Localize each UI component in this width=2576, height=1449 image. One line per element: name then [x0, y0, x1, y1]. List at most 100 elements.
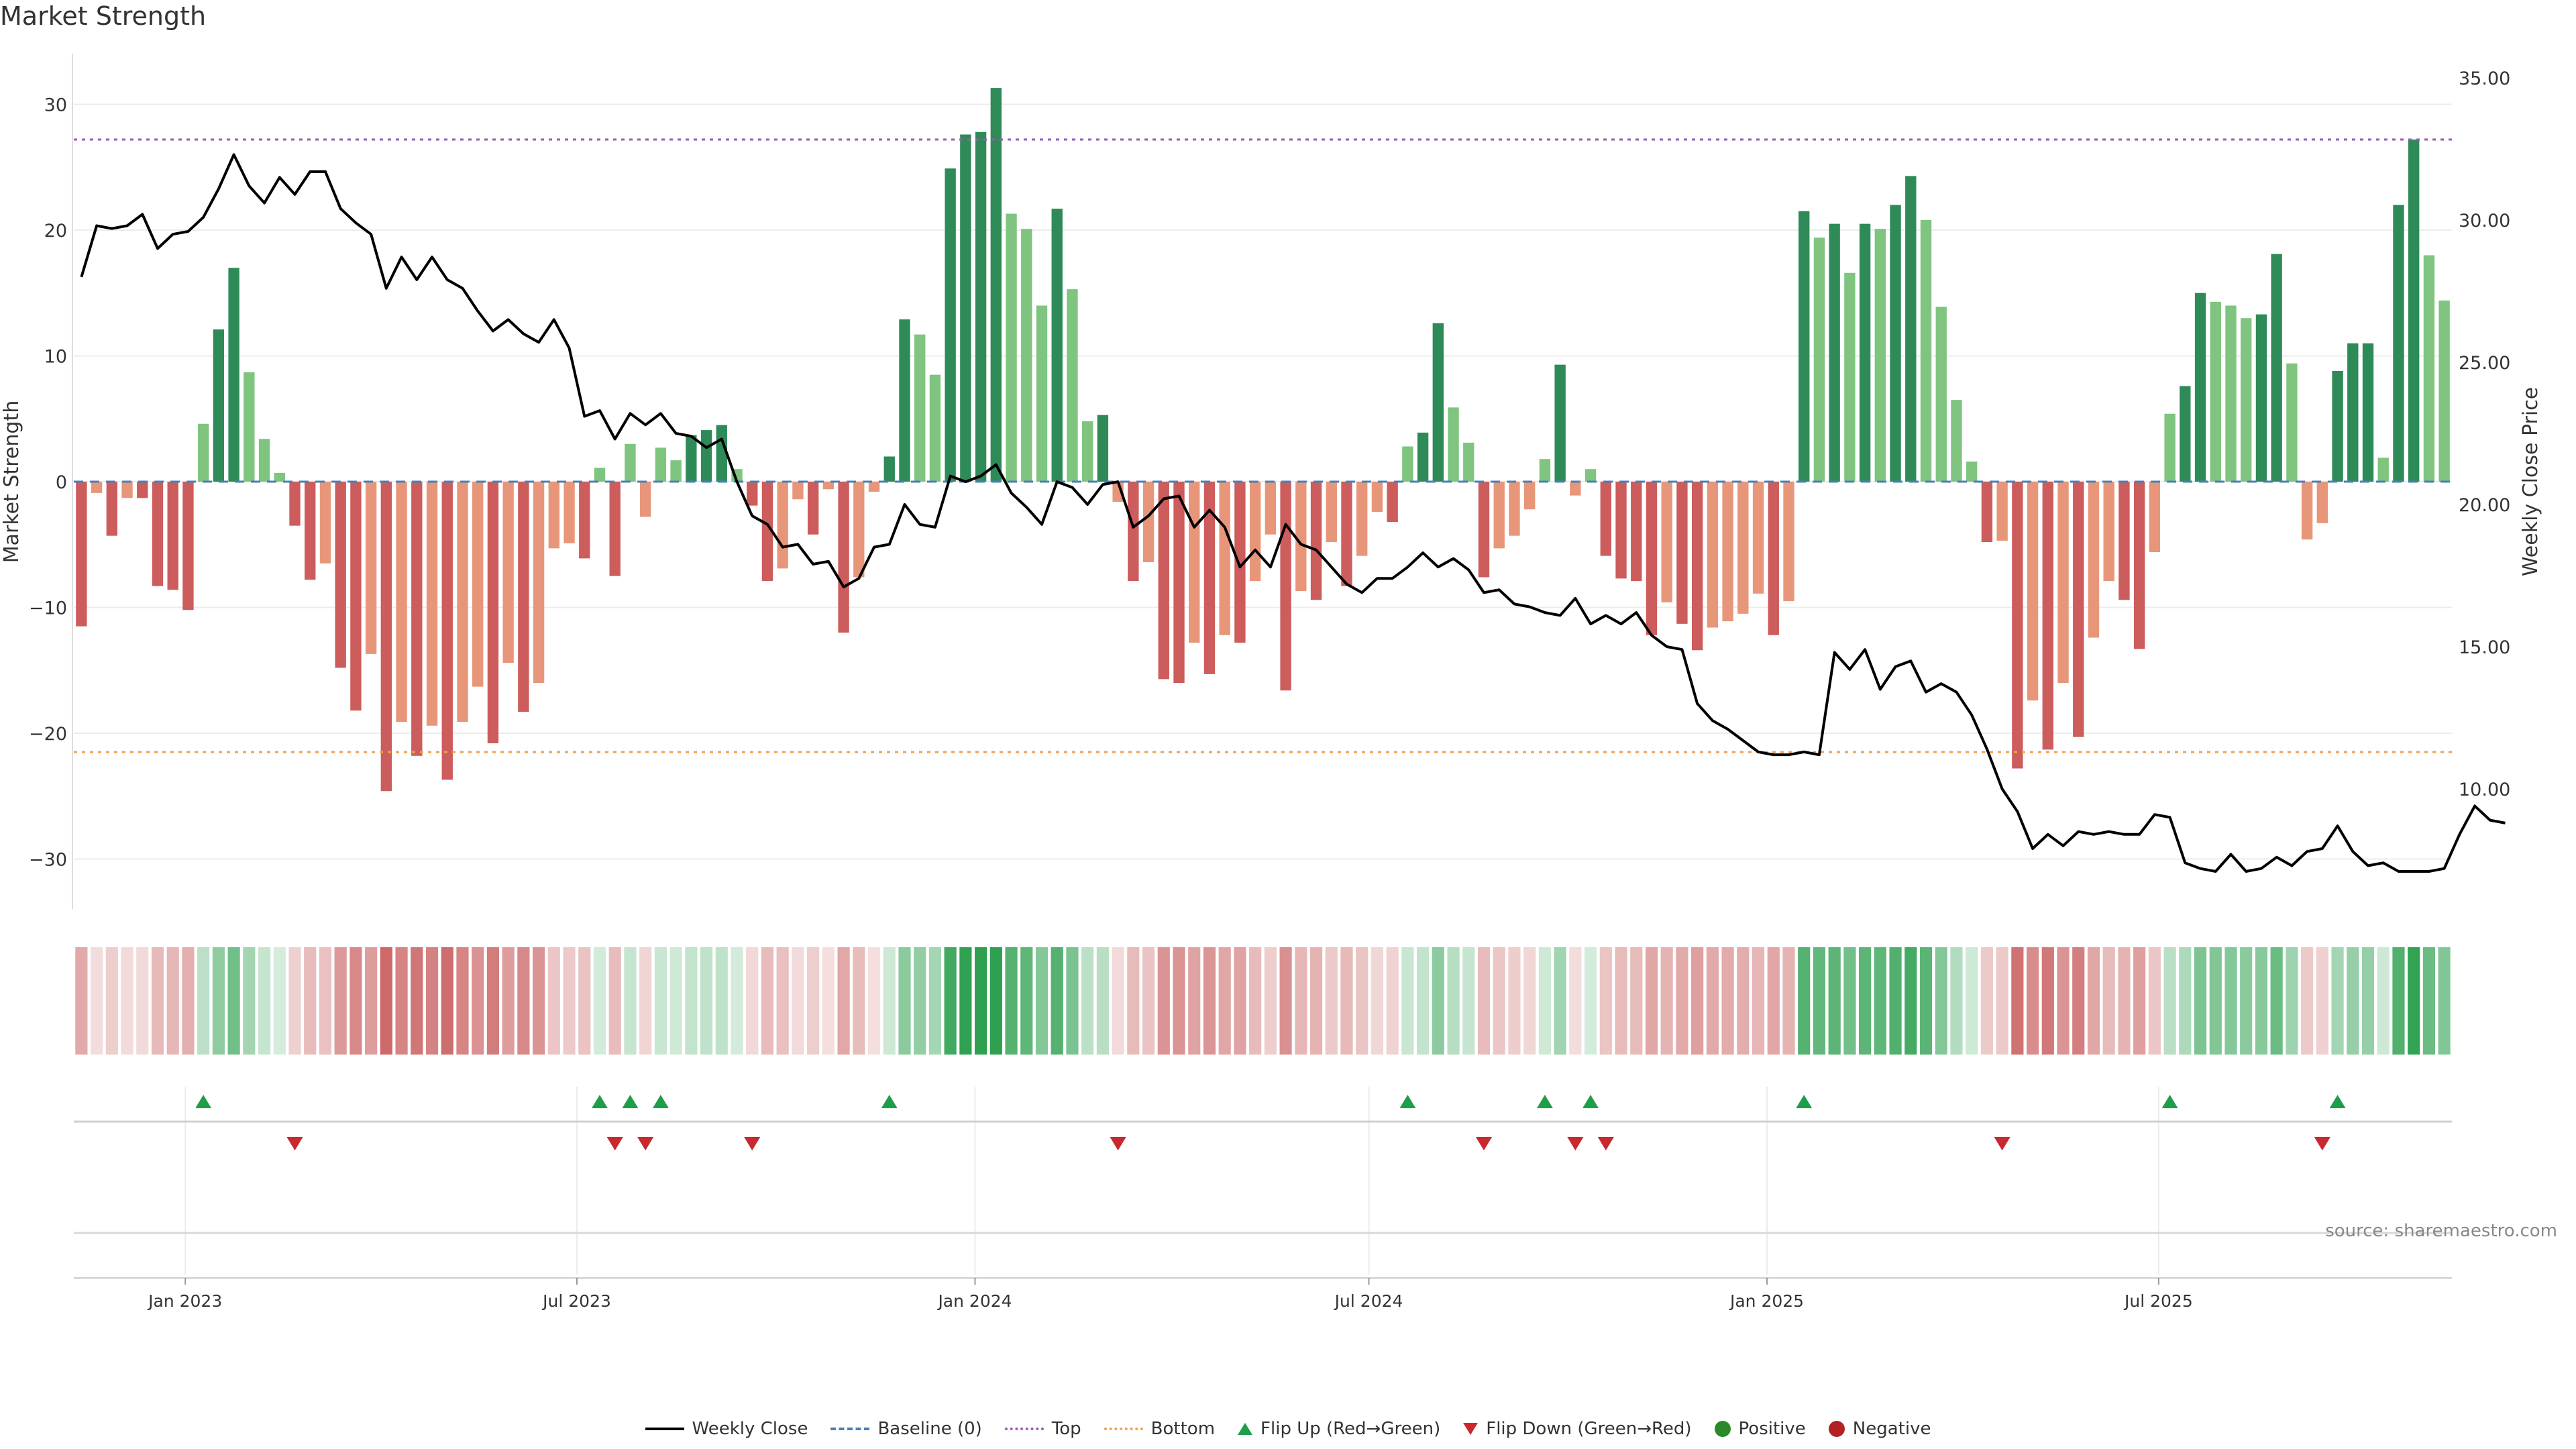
heat-cell — [1279, 947, 1292, 1055]
heat-cell — [1188, 947, 1201, 1055]
heat-cell — [1584, 947, 1597, 1055]
heat-cell — [1599, 947, 1612, 1055]
strength-bar — [305, 482, 316, 580]
heat-cell — [472, 947, 484, 1055]
strength-bar — [609, 482, 621, 576]
strength-bar — [2133, 482, 2145, 649]
strength-bar — [929, 374, 941, 482]
heat-cell — [2011, 947, 2024, 1055]
heat-cell — [914, 947, 926, 1055]
strength-bar — [2316, 482, 2328, 523]
heat-cell — [411, 947, 423, 1055]
legend-baseline-label: Baseline (0) — [877, 1419, 982, 1439]
heat-cell — [425, 947, 439, 1055]
strength-bar — [2301, 482, 2313, 540]
y2-tick-label: 30.00 — [2459, 211, 2510, 231]
heat-cell — [547, 947, 560, 1055]
strength-bar — [1081, 421, 1093, 482]
heat-cell — [761, 947, 774, 1055]
heat-cell — [2392, 947, 2405, 1055]
strength-bar — [1097, 415, 1109, 482]
strength-bar — [2347, 343, 2359, 482]
heat-cell — [1523, 947, 1536, 1055]
strength-bar — [868, 482, 880, 492]
strength-bar — [2255, 314, 2267, 482]
flip-up-marker — [591, 1095, 608, 1108]
flip-up-marker — [1582, 1095, 1599, 1108]
strength-bar — [396, 482, 407, 722]
heat-cell — [1066, 947, 1079, 1055]
y2-tick-label: 35.00 — [2459, 68, 2510, 89]
heat-cell — [151, 947, 164, 1055]
flip-down-marker — [286, 1137, 303, 1150]
heat-cell — [1508, 947, 1521, 1055]
heat-cell — [1493, 947, 1505, 1055]
strength-bar — [2149, 482, 2161, 552]
heat-cell — [243, 947, 256, 1055]
strength-bar — [1387, 482, 1398, 522]
flip-down-marker — [606, 1137, 623, 1150]
strength-bar — [2012, 482, 2023, 769]
flip-up-marker — [622, 1095, 639, 1108]
strength-bar — [899, 319, 910, 482]
strength-bar — [1752, 482, 1764, 594]
flip-up-marker — [652, 1095, 669, 1108]
strength-bar — [1691, 482, 1703, 651]
strength-bar — [2057, 482, 2069, 683]
heat-cell — [304, 947, 317, 1055]
heat-cell — [1112, 947, 1124, 1055]
heat-cell — [608, 947, 621, 1055]
heat-cell — [166, 947, 179, 1055]
heat-cell — [2270, 947, 2283, 1055]
strength-bar — [1249, 482, 1261, 582]
strength-bar — [1554, 364, 1566, 482]
heat-cell — [2087, 947, 2100, 1055]
strength-bar — [533, 482, 545, 683]
flip-up-marker — [195, 1095, 212, 1108]
flip-up-marker — [1796, 1095, 1813, 1108]
strength-bar — [2377, 458, 2389, 482]
strength-bar — [457, 482, 468, 722]
heat-cell — [685, 947, 698, 1055]
strength-bar — [2271, 254, 2282, 482]
heat-cell — [1919, 947, 1933, 1055]
strength-bar — [1203, 482, 1216, 674]
heat-cell — [853, 947, 865, 1055]
heat-cell — [1264, 947, 1277, 1055]
y-tick-label: 20 — [44, 221, 67, 241]
negative-dot-icon — [1828, 1421, 1845, 1437]
heat-cell — [959, 947, 972, 1055]
strength-bar — [1128, 482, 1139, 582]
strength-bar — [792, 482, 804, 500]
heat-cell — [1813, 947, 1826, 1055]
heat-cell — [1966, 947, 1978, 1055]
heat-cell — [1660, 947, 1673, 1055]
strength-bar — [1829, 223, 1840, 482]
y-tick-label: −10 — [29, 598, 67, 619]
legend-flip-down: Flip Down (Green→Red) — [1463, 1419, 1692, 1439]
strength-bar — [1067, 289, 1078, 482]
strength-bar — [1051, 209, 1063, 482]
x-tick-label: Jul 2024 — [1334, 1291, 1403, 1311]
strength-bar — [1142, 482, 1155, 562]
strength-bar — [1326, 482, 1337, 542]
strength-bar — [365, 482, 377, 654]
heat-cell — [1859, 947, 1872, 1055]
heat-cell — [1874, 947, 1886, 1055]
legend-top: Top — [1004, 1419, 1081, 1439]
strength-bar — [2423, 255, 2435, 482]
strength-bar — [1341, 482, 1352, 586]
heat-cell — [746, 947, 759, 1055]
heat-cell — [1249, 947, 1262, 1055]
heat-cell — [1706, 947, 1719, 1055]
heat-cell — [105, 947, 118, 1055]
strength-bar — [350, 482, 362, 711]
strength-bar — [2103, 482, 2114, 582]
heat-cell — [1569, 947, 1582, 1055]
strength-bar — [121, 482, 133, 498]
strength-bar — [1463, 442, 1474, 482]
heat-cell — [2057, 947, 2070, 1055]
heat-cell — [2179, 947, 2192, 1055]
x-tick-label: Jan 2024 — [936, 1291, 1012, 1311]
heat-cell — [1356, 947, 1368, 1055]
